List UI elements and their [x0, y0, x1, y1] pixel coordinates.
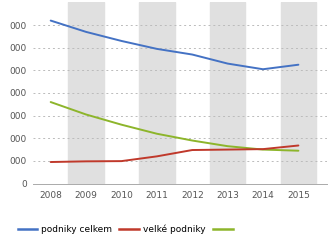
Bar — [210, 2, 245, 184]
Legend: podniky celkem, velké podniky, : podniky celkem, velké podniky, — [14, 221, 240, 237]
Bar — [139, 2, 175, 184]
Bar — [281, 2, 316, 184]
Bar — [68, 2, 104, 184]
